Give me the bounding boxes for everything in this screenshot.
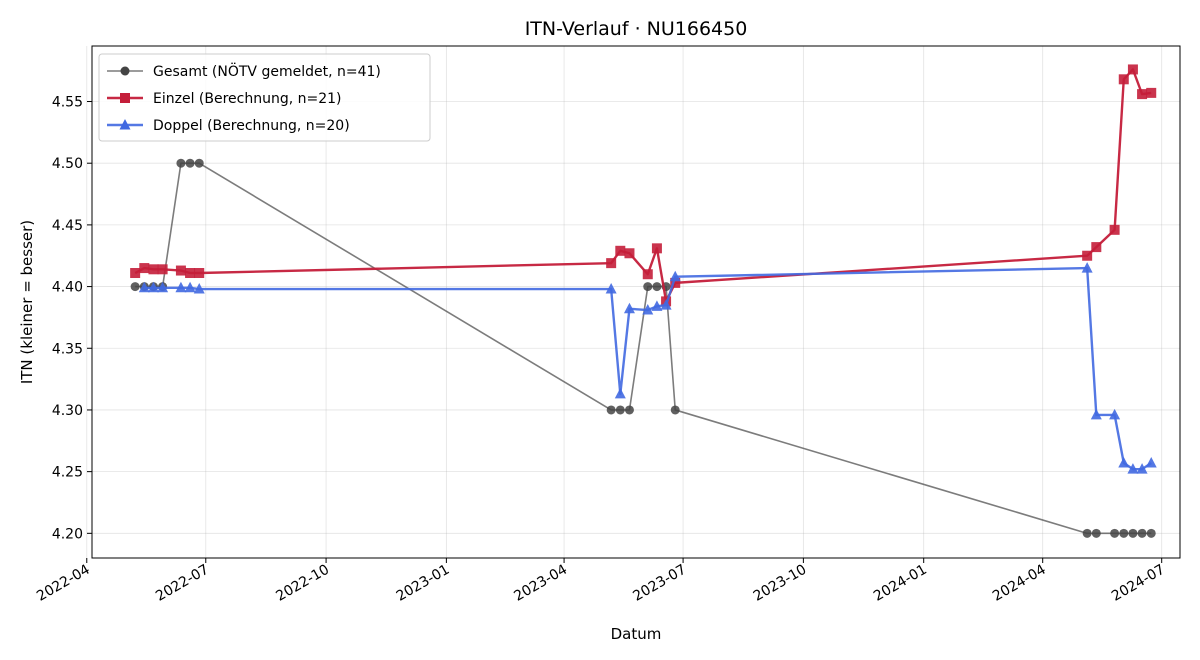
data-point bbox=[139, 263, 150, 274]
data-point bbox=[1137, 528, 1147, 538]
series-line bbox=[144, 266, 1152, 471]
y-axis: 4.20 4.25 4.30 4.35 4.40 4.45 4.50 4.55 bbox=[52, 95, 92, 542]
x-tick-label: 2023-01 bbox=[394, 562, 453, 605]
data-point bbox=[1127, 463, 1139, 474]
legend-box bbox=[98, 53, 431, 142]
data-point bbox=[157, 281, 169, 293]
data-point bbox=[624, 405, 634, 415]
data-point bbox=[642, 304, 654, 315]
data-point bbox=[1081, 262, 1093, 273]
legend-swatch-marker bbox=[120, 93, 130, 103]
series-circle bbox=[130, 158, 1156, 538]
data-point bbox=[1146, 528, 1156, 538]
x-axis: 2022-04 2022-07 2022-10 2023-01 2023-04 2023-… bbox=[34, 558, 1168, 605]
y-tick-label: 4.45 bbox=[52, 218, 83, 234]
y-tick-label: 4.25 bbox=[52, 465, 83, 481]
y-axis-title: ITN (kleiner = besser) bbox=[18, 220, 36, 384]
y-tick-label: 4.20 bbox=[52, 526, 83, 542]
data-point bbox=[1110, 528, 1120, 538]
data-point bbox=[670, 277, 681, 288]
data-point bbox=[624, 248, 635, 259]
chart-title: ITN-Verlauf · NU166450 bbox=[525, 18, 748, 40]
data-point bbox=[652, 282, 662, 292]
data-point bbox=[130, 268, 141, 279]
data-point bbox=[1091, 242, 1102, 253]
x-tick-label: 2024-01 bbox=[871, 562, 930, 605]
data-point bbox=[157, 264, 168, 275]
data-point bbox=[643, 282, 653, 292]
data-point bbox=[1090, 408, 1102, 420]
x-tick-label: 2022-04 bbox=[34, 562, 93, 605]
legend-label: Doppel (Berechnung, n=20) bbox=[153, 118, 350, 134]
x-tick-label: 2023-10 bbox=[751, 562, 810, 605]
series-layer bbox=[130, 64, 1157, 538]
data-point bbox=[138, 281, 150, 293]
data-point bbox=[185, 268, 196, 279]
data-point bbox=[1118, 457, 1130, 468]
x-tick-label: 2023-07 bbox=[630, 562, 689, 605]
legend: Gesamt (NÖTV gemeldet, n=41) Einzel (Bere… bbox=[98, 53, 431, 142]
data-point bbox=[651, 243, 662, 254]
data-point bbox=[175, 265, 186, 276]
legend-entry: Doppel (Berechnung, n=20) bbox=[107, 118, 350, 134]
data-point bbox=[623, 302, 635, 314]
legend-swatch-marker bbox=[119, 119, 131, 130]
data-point bbox=[148, 264, 159, 275]
gridlines bbox=[86, 46, 1180, 558]
data-point bbox=[1145, 457, 1157, 468]
y-tick-label: 4.30 bbox=[52, 403, 83, 419]
data-point bbox=[1109, 224, 1120, 235]
data-point bbox=[194, 268, 205, 279]
data-point bbox=[605, 283, 617, 294]
data-point bbox=[1082, 528, 1092, 538]
legend-label: Einzel (Berechnung, n=21) bbox=[153, 91, 342, 107]
y-tick-label: 4.55 bbox=[52, 95, 83, 111]
data-point bbox=[615, 245, 626, 256]
y-tick-label: 4.40 bbox=[52, 280, 83, 296]
data-point bbox=[193, 283, 205, 294]
data-point bbox=[614, 387, 626, 399]
data-point bbox=[1091, 528, 1101, 538]
data-point bbox=[185, 158, 195, 168]
x-tick-label: 2024-04 bbox=[990, 562, 1049, 605]
data-point bbox=[660, 299, 672, 310]
data-point bbox=[1137, 89, 1148, 100]
x-tick-label: 2023-04 bbox=[511, 562, 570, 605]
series-triangle bbox=[138, 262, 1157, 474]
data-point bbox=[606, 258, 617, 269]
data-point bbox=[175, 281, 187, 293]
data-point bbox=[130, 282, 140, 292]
data-point bbox=[176, 158, 186, 168]
data-point bbox=[1119, 528, 1129, 538]
data-point bbox=[615, 405, 625, 415]
y-tick-label: 4.50 bbox=[52, 156, 83, 172]
legend-entry: Einzel (Berechnung, n=21) bbox=[107, 91, 342, 107]
data-point bbox=[1127, 64, 1138, 75]
data-point bbox=[194, 158, 204, 168]
x-axis-title: Datum bbox=[611, 625, 662, 643]
x-tick-label: 2022-10 bbox=[273, 562, 332, 605]
data-point bbox=[669, 270, 681, 282]
plot-frame bbox=[91, 45, 1181, 559]
data-point bbox=[1136, 463, 1148, 474]
data-point bbox=[1118, 74, 1129, 85]
data-point bbox=[651, 300, 663, 311]
data-point bbox=[1082, 250, 1093, 261]
data-point bbox=[184, 281, 196, 293]
data-point bbox=[1128, 528, 1138, 538]
series-square bbox=[130, 64, 1157, 307]
data-point bbox=[670, 405, 680, 415]
legend-entry: Gesamt (NÖTV gemeldet, n=41) bbox=[107, 62, 381, 80]
data-point bbox=[606, 405, 616, 415]
y-tick-label: 4.35 bbox=[52, 341, 83, 357]
data-point bbox=[642, 269, 653, 280]
legend-label: Gesamt (NÖTV gemeldet, n=41) bbox=[153, 62, 381, 80]
data-point bbox=[1109, 408, 1121, 420]
data-point bbox=[1146, 87, 1157, 98]
data-point bbox=[147, 281, 159, 293]
legend-swatch-marker bbox=[120, 66, 130, 76]
x-tick-label: 2022-07 bbox=[153, 562, 212, 605]
x-tick-label: 2024-07 bbox=[1109, 562, 1168, 605]
